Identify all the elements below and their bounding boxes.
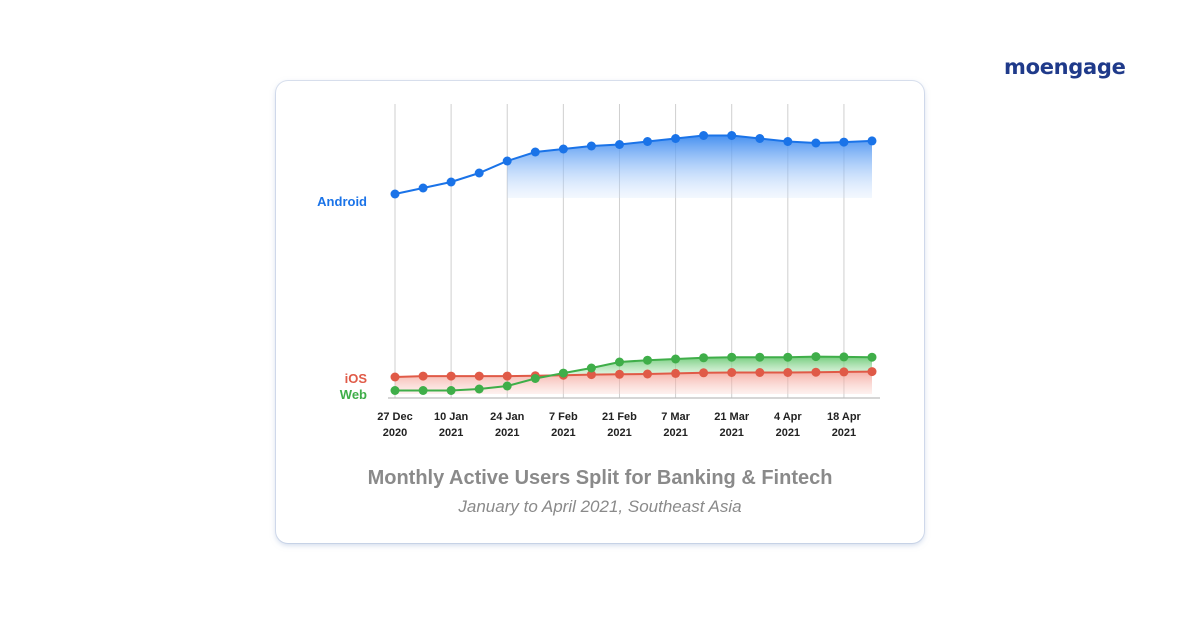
web-point bbox=[839, 352, 849, 362]
x-tick-label: 21 Feb bbox=[602, 411, 637, 423]
x-tick-year: 2021 bbox=[439, 427, 463, 439]
ios-line bbox=[394, 370, 873, 378]
x-tick-label: 27 Dec bbox=[377, 411, 412, 423]
ios-point bbox=[671, 368, 681, 378]
x-tick-label: 7 Feb bbox=[549, 411, 578, 423]
web-point bbox=[755, 352, 765, 362]
android-point bbox=[643, 137, 652, 146]
web-point bbox=[502, 381, 512, 391]
x-axis-ticks: 27 Dec 2020 10 Jan 2021 24 Jan 2021 7 Feb 2021 2… bbox=[377, 411, 861, 439]
ios-point bbox=[474, 371, 484, 381]
web-point bbox=[558, 368, 568, 378]
ios-point bbox=[755, 368, 765, 377]
android-area bbox=[507, 135, 872, 198]
web-point bbox=[867, 352, 877, 362]
web-point bbox=[615, 357, 624, 367]
series-areas bbox=[395, 135, 872, 394]
x-tick-year: 2021 bbox=[832, 427, 856, 439]
ios-point bbox=[699, 368, 709, 378]
x-tick-label: 24 Jan bbox=[490, 411, 525, 423]
ios-point bbox=[586, 370, 596, 380]
android-point bbox=[530, 147, 540, 157]
ios-area bbox=[395, 371, 872, 394]
x-tick-label: 4 Apr bbox=[774, 411, 802, 423]
x-tick-label: 10 Jan bbox=[434, 411, 469, 423]
ios-point bbox=[867, 367, 877, 377]
android-point bbox=[502, 156, 512, 166]
android-point bbox=[727, 131, 737, 140]
android-point bbox=[558, 144, 568, 154]
android-point bbox=[755, 134, 765, 143]
android-point bbox=[783, 137, 793, 146]
web-point bbox=[530, 374, 540, 383]
android-point bbox=[671, 134, 681, 143]
x-tick-label: 7 Mar bbox=[661, 411, 690, 423]
series-points bbox=[390, 131, 877, 395]
ios-point bbox=[615, 369, 624, 379]
android-line bbox=[394, 134, 873, 195]
android-point bbox=[839, 137, 849, 147]
ios-point bbox=[390, 372, 400, 382]
ios-point bbox=[643, 369, 652, 379]
ios-point bbox=[502, 371, 512, 381]
web-point bbox=[418, 386, 428, 395]
ios-point bbox=[783, 368, 793, 377]
web-point bbox=[699, 353, 709, 363]
x-tick-label: 21 Mar bbox=[714, 411, 750, 423]
x-tick-label: 18 Apr bbox=[827, 411, 862, 423]
series-lines bbox=[394, 134, 873, 392]
android-point bbox=[418, 183, 428, 193]
web-point bbox=[783, 352, 793, 362]
android-series-label: Android bbox=[317, 194, 367, 209]
android-point bbox=[446, 177, 456, 187]
x-tick-year: 2021 bbox=[551, 427, 575, 439]
x-tick-year: 2021 bbox=[607, 427, 631, 439]
ios-series-label: iOS bbox=[345, 371, 368, 386]
chart-title: Monthly Active Users Split for Banking &… bbox=[367, 467, 833, 489]
x-tick-year: 2020 bbox=[383, 427, 407, 439]
web-point bbox=[727, 352, 737, 362]
web-point bbox=[390, 386, 400, 395]
ios-point bbox=[446, 371, 456, 381]
android-point bbox=[699, 131, 709, 140]
android-point bbox=[586, 141, 596, 151]
ios-point bbox=[839, 367, 849, 377]
x-tick-year: 2021 bbox=[719, 427, 743, 439]
moengage-logo: moengage bbox=[1004, 55, 1126, 79]
web-line bbox=[395, 355, 873, 392]
chart-subtitle: January to April 2021, Southeast Asia bbox=[458, 497, 742, 516]
android-point bbox=[615, 140, 624, 149]
android-point bbox=[390, 189, 400, 199]
ios-point bbox=[418, 371, 428, 381]
web-point bbox=[474, 384, 484, 394]
ios-point bbox=[727, 368, 737, 377]
android-point bbox=[811, 138, 821, 148]
x-tick-year: 2021 bbox=[495, 427, 519, 439]
web-point bbox=[643, 355, 652, 365]
web-point bbox=[446, 386, 456, 395]
web-point bbox=[671, 354, 681, 364]
android-point bbox=[474, 168, 484, 178]
x-tick-year: 2021 bbox=[663, 427, 687, 439]
android-point bbox=[867, 136, 877, 146]
web-point bbox=[811, 352, 821, 362]
web-point bbox=[586, 363, 596, 373]
x-tick-year: 2021 bbox=[776, 427, 800, 439]
ios-point bbox=[811, 367, 821, 377]
web-series-label: Web bbox=[340, 387, 367, 402]
